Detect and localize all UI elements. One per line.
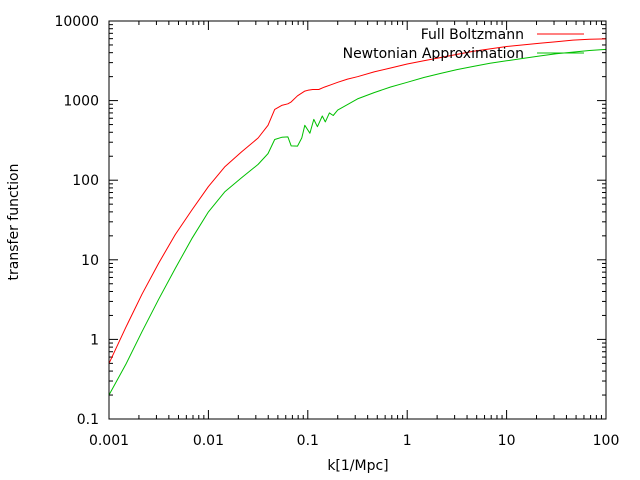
legend-label: Full Boltzmann [421,27,524,43]
series-line-full-boltzmann [108,38,607,364]
plot-frame [108,20,607,420]
x-tick-label: 1 [403,433,412,449]
series-layer [108,38,607,396]
y-tick-label: 10 [81,253,99,269]
tick-labels: 0.001 0.01 0.1 1 10 100 0.1 1 10 100 1000 10000 [54,14,619,449]
x-tick-label: 0.001 [89,433,129,449]
y-tick-label: 1 [90,332,99,348]
x-tick-label: 100 [593,433,620,449]
x-axis-title: k[1/Mpc] [327,458,388,474]
x-tick-label: 0.01 [193,433,224,449]
legend: Full Boltzmann Newtonian Approximation [343,27,584,62]
y-tick-label: 100 [72,173,99,189]
x-tick-label: 10 [498,433,516,449]
legend-label: Newtonian Approximation [343,46,524,62]
x-tick-label: 0.1 [297,433,319,449]
y-axis-title: transfer function [6,164,22,281]
series-line-newtonian-approximation [108,48,607,396]
y-tick-label: 0.1 [77,412,99,428]
y-tick-label: 1000 [63,94,99,110]
tick-marks [108,20,607,420]
y-tick-label: 10000 [54,14,99,30]
